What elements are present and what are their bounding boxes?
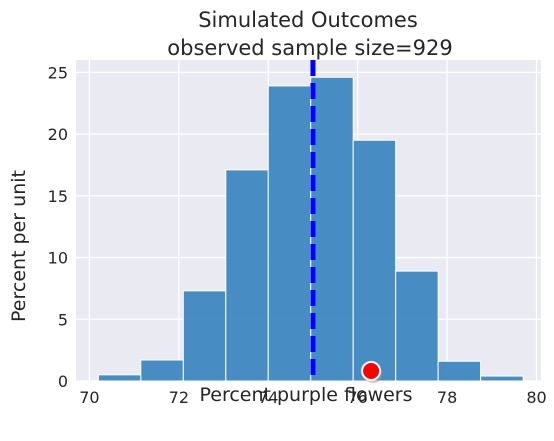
x-tick-label: 74 — [258, 388, 278, 407]
y-tick-label: 5 — [58, 310, 68, 329]
y-tick-label: 20 — [48, 125, 68, 144]
y-tick-label: 0 — [58, 372, 68, 391]
x-tick-label: 80 — [526, 388, 546, 407]
x-tick-label: 72 — [169, 388, 189, 407]
y-tick-label: 25 — [48, 63, 68, 82]
histogram-bar — [182, 290, 227, 382]
histogram-bar — [395, 270, 439, 382]
y-tick-label: 10 — [48, 249, 68, 268]
chart-title: Simulated Outcomes — [198, 8, 418, 32]
x-axis-title: Percent purple flowers — [199, 384, 412, 406]
x-tick-label: 76 — [348, 388, 368, 407]
histogram-bar — [97, 374, 142, 382]
histogram-bars — [97, 76, 524, 382]
y-tick-label: 15 — [48, 187, 68, 206]
histogram-bar — [267, 85, 312, 382]
chart-subtitle: observed sample size=929 — [167, 36, 452, 60]
reference-line-layer — [310, 60, 383, 383]
histogram-bar — [352, 139, 397, 382]
histogram-bar — [437, 360, 482, 382]
observed-marker — [361, 361, 382, 381]
x-tick-label: 70 — [79, 388, 99, 407]
histogram-bar — [310, 76, 354, 382]
x-tick-label: 78 — [437, 388, 457, 407]
tick-labels: 70 72 74 76 78 80 0 5 10 15 20 25 — [48, 63, 547, 407]
histogram-bar — [225, 169, 269, 382]
y-axis-title: Percent per unit — [8, 170, 30, 322]
histogram-bar — [140, 359, 184, 382]
histogram-bar — [480, 375, 524, 382]
